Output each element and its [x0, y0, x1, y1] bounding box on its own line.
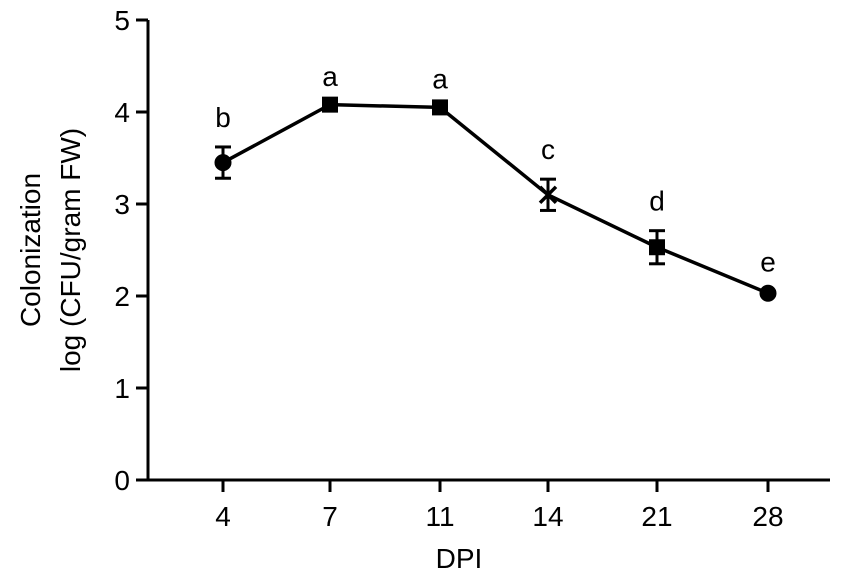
- y-tick-label: 5: [114, 5, 130, 36]
- x-tick-label: 28: [752, 501, 783, 532]
- data-point: [322, 96, 338, 113]
- series-line: [222, 102, 769, 295]
- significance-label: a: [432, 64, 448, 95]
- y-tick-label: 3: [114, 189, 130, 220]
- plot-area: b a a c d e: [214, 61, 777, 302]
- y-axis-title-line-1: Colonization: [15, 173, 46, 327]
- x-tick-label: 4: [215, 501, 231, 532]
- x-tick-label: 11: [425, 501, 454, 532]
- x-axis-title: DPI: [436, 543, 483, 574]
- data-point: [759, 284, 777, 302]
- x-axis: 4 7 11 14 21 28: [148, 478, 830, 532]
- significance-label: b: [215, 102, 231, 133]
- data-point: [649, 239, 665, 256]
- y-axis-title-line-2: log (CFU/gram FW): [55, 128, 86, 372]
- data-point: [538, 185, 558, 205]
- y-tick-label: 4: [114, 97, 130, 128]
- y-tick-label: 0: [114, 465, 130, 496]
- data-point: [214, 154, 232, 172]
- y-tick-label: 2: [114, 281, 130, 312]
- significance-label: a: [322, 61, 338, 92]
- y-axis: 0 1 2 3 4 5: [114, 5, 150, 496]
- x-tick-label: 14: [532, 501, 563, 532]
- data-point: [432, 99, 448, 116]
- significance-label: c: [541, 134, 555, 165]
- y-tick-label: 1: [114, 373, 130, 404]
- x-tick-label: 7: [322, 501, 338, 532]
- x-tick-label: 21: [641, 501, 672, 532]
- significance-label: e: [760, 246, 776, 277]
- significance-label: d: [649, 186, 665, 217]
